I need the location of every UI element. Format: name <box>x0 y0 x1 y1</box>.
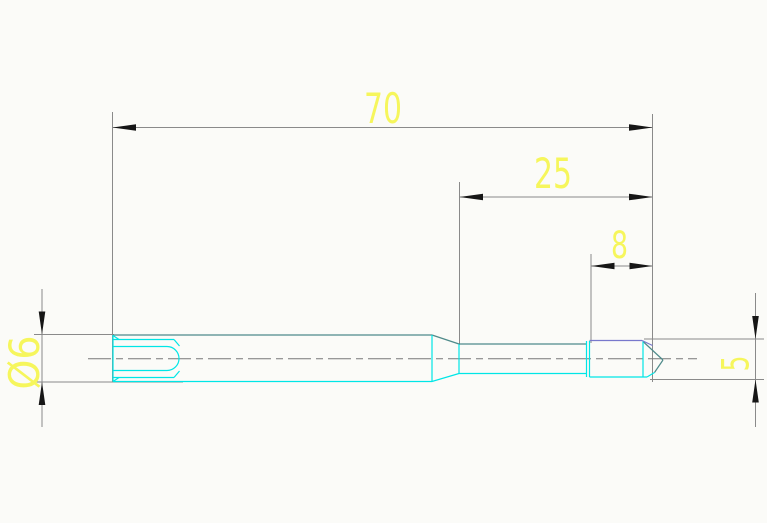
head-bottom-chamfer <box>646 371 655 378</box>
arrow-dia6-bottom <box>38 382 46 405</box>
arrow-70-left <box>112 124 136 131</box>
taper-top-edge <box>431 334 460 345</box>
tip-cone-bottom-slope <box>654 359 664 373</box>
arrow-25-left <box>459 193 483 201</box>
left-corner-chamfer-top <box>112 335 120 340</box>
dim-label-8: 8 <box>611 224 628 267</box>
flute-bottom-chamfer <box>173 370 180 378</box>
arrow-70-right <box>629 124 653 131</box>
arrow-25-right <box>629 193 653 201</box>
dim-label-dia6: Ø6 <box>0 336 49 390</box>
part-outline-purple-edges <box>589 339 653 347</box>
dim-label-25: 25 <box>534 149 572 198</box>
dimension-labels: 70 25 8 Ø6 5 <box>0 84 758 390</box>
dimension-arrowheads <box>38 124 759 405</box>
flute-top-chamfer <box>173 339 180 347</box>
arrow-8-left <box>591 262 615 270</box>
dim-label-dia5: 5 <box>715 356 758 372</box>
dimension-and-extension-lines <box>34 112 764 427</box>
arrow-dia5-bottom <box>752 379 759 403</box>
dim-label-70: 70 <box>364 84 402 133</box>
taper-bottom-edge <box>431 372 460 383</box>
arrow-dia6-top <box>38 311 46 335</box>
part-outline-teal-edges <box>113 334 664 373</box>
arrow-dia5-top <box>752 316 759 339</box>
head-top-chamfer <box>641 339 653 347</box>
flute-end-arc <box>166 345 180 372</box>
tip-cone-top-slope <box>642 341 664 361</box>
left-corner-chamfer-bottom <box>112 377 120 382</box>
part-outline-cyan-edges <box>112 335 655 383</box>
arrow-8-right <box>629 262 653 270</box>
